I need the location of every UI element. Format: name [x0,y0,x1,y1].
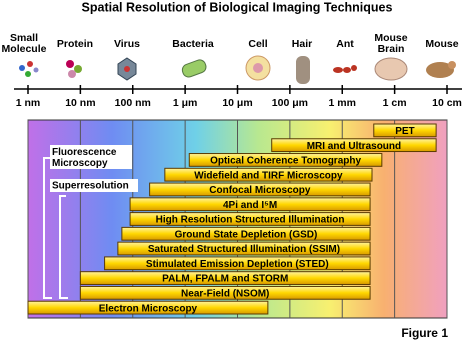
bar-label: Electron Microscopy [99,303,198,314]
bar-label: Stimulated Emission Depletion (STED) [146,259,329,270]
icon-brain [374,57,408,81]
brackets [43,157,68,299]
bar [188,153,383,167]
icon-protein [66,60,82,78]
icon-hair [296,56,310,84]
organism-label: Mouse Brain [374,32,407,55]
bar [164,167,373,182]
organism-label: Protein [57,38,93,50]
organism-label: Cell [248,38,267,50]
superresolution-bracket [59,195,68,299]
bar [27,300,269,315]
bar [121,226,371,241]
bar-label: PET [395,126,414,137]
organism-label: Ant [336,38,354,50]
organism-icons [19,55,456,84]
bar [117,241,371,256]
bar-label: Saturated Structured Illumination (SSIM) [148,244,340,255]
bar [79,285,371,300]
icon-bacteria [181,59,207,78]
icon-cell [245,55,271,81]
bar-label: Ground State Depletion (GSD) [175,229,318,240]
x-tick-label: 100 nm [115,97,151,109]
bar [373,123,437,138]
bar [271,138,437,153]
organism-label: Bacteria [172,38,214,50]
x-tick-label: 10 cm [432,97,462,109]
bar-label: High Resolution Structured Illumination [156,215,345,226]
bracket-label: Superresolution [52,181,129,192]
icon-virus [117,57,137,81]
organism-label: Mouse [425,38,458,50]
bar-label: Near-Field (NSOM) [181,288,269,299]
bar [79,271,371,285]
icon-molecule [19,61,39,77]
x-tick-label: 100 μm [272,97,308,109]
bar-label: Optical Coherence Tomography [210,156,361,167]
bar-label: Widefield and TIRF Microscopy [194,170,343,181]
bar [104,256,371,271]
bar [149,182,371,197]
bar-label: MRI and Ultrasound [307,141,401,152]
bar-label: PALM, FPALM and STORM [162,274,288,285]
bar [129,197,371,212]
fluorescence-bracket [43,157,52,299]
x-tick-label: 10 nm [65,97,95,109]
bar [129,212,371,226]
x-tick-label: 1 nm [16,97,41,109]
x-tick-label: 1 cm [383,97,407,109]
organism-label: Small Molecule [2,32,47,55]
x-tick-label: 1 μm [173,97,198,109]
bar-label: Confocal Microscopy [209,185,311,196]
bracket-label-bg [50,145,132,169]
caption: Figure 1 [401,326,448,340]
icon-mouse [426,61,456,78]
bracket-label: Fluorescence Microscopy [52,147,117,169]
bracket-label-bg [50,179,138,192]
x-tick-label: 1 mm [329,97,356,109]
icon-ant [333,65,357,73]
chart-title: Spatial Resolution of Biological Imaging… [82,0,393,14]
bar-label: 4Pi and I⁵M [223,200,277,211]
organism-label: Hair [292,38,312,50]
x-tick-label: 10 μm [222,97,252,109]
organism-label: Virus [114,38,140,50]
